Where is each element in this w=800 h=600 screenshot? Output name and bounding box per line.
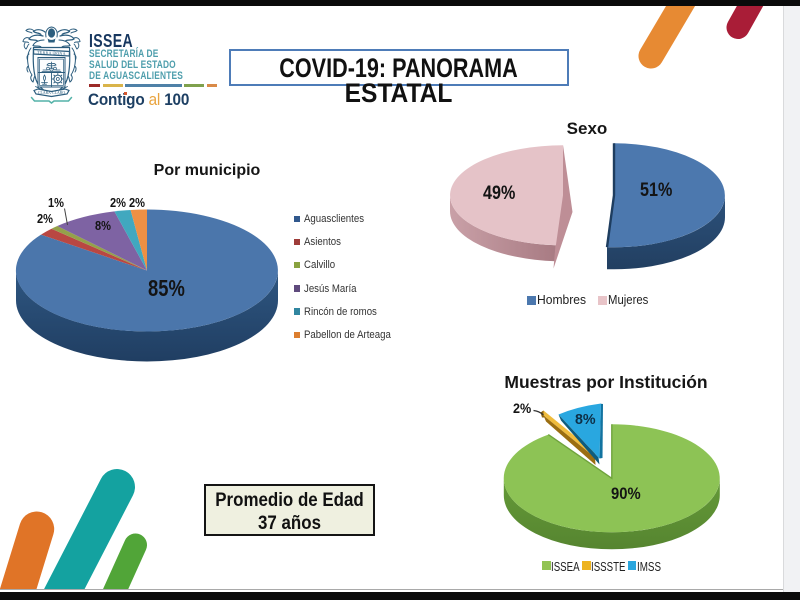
svg-text:TERRA·BONA: TERRA·BONA <box>37 50 66 56</box>
svg-text:CLARA·CLARO: CLARA·CLARO <box>38 91 65 95</box>
